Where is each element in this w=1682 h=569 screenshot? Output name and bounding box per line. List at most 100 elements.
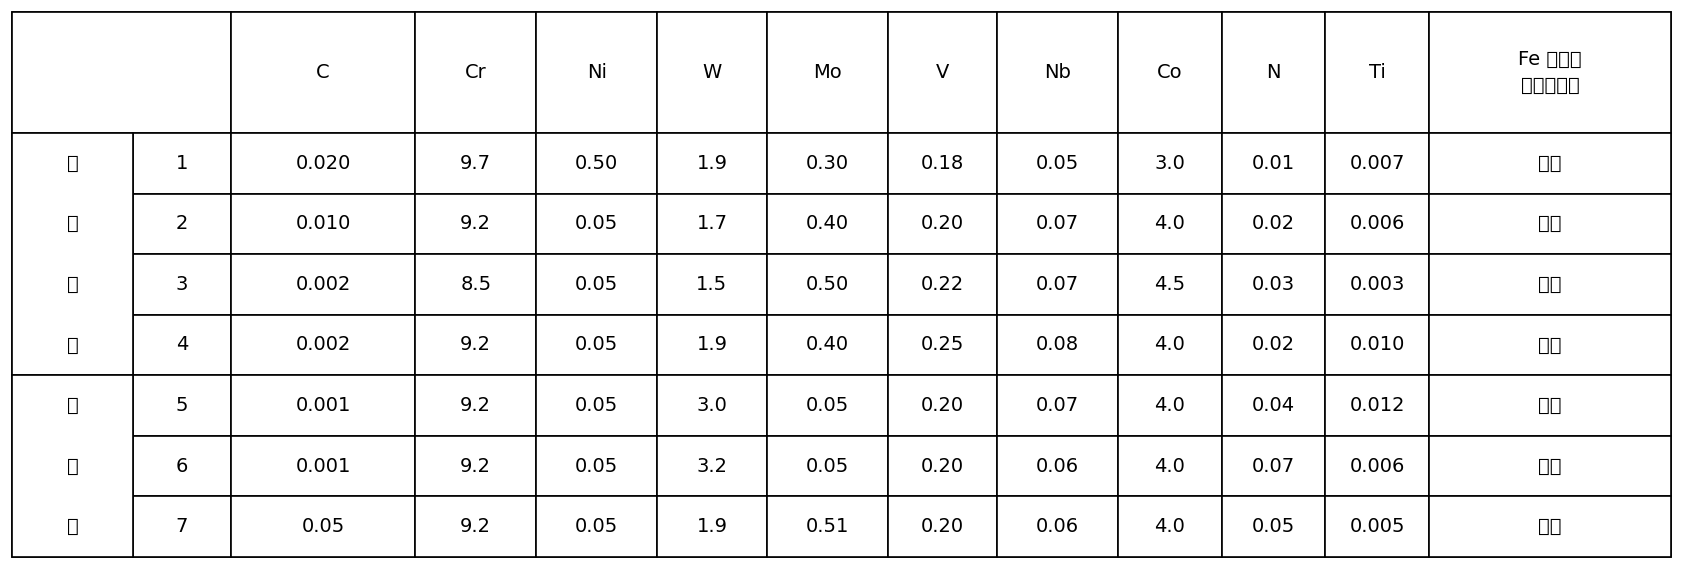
Text: 0.07: 0.07 <box>1036 275 1078 294</box>
Text: 9.2: 9.2 <box>459 517 491 536</box>
Text: 3.0: 3.0 <box>1154 154 1184 173</box>
Text: 4: 4 <box>175 336 188 354</box>
Text: 0.20: 0.20 <box>920 396 964 415</box>
Text: 0.001: 0.001 <box>296 457 350 476</box>
Bar <box>230 254 415 315</box>
Bar <box>1428 436 1670 496</box>
Bar <box>415 254 537 315</box>
Text: 0.02: 0.02 <box>1251 215 1295 233</box>
Text: 0.07: 0.07 <box>1251 457 1295 476</box>
Bar <box>415 133 537 193</box>
Text: 0.05: 0.05 <box>806 457 848 476</box>
Bar <box>656 376 767 436</box>
Bar <box>656 193 767 254</box>
Bar <box>415 12 537 133</box>
Text: 0.08: 0.08 <box>1036 336 1078 354</box>
Bar <box>415 376 537 436</box>
Text: 8.5: 8.5 <box>459 275 491 294</box>
Bar <box>1221 254 1325 315</box>
Bar <box>996 376 1117 436</box>
Bar <box>1325 315 1428 376</box>
Bar <box>1325 133 1428 193</box>
Bar <box>886 496 996 557</box>
Bar <box>656 12 767 133</box>
Bar <box>230 436 415 496</box>
Bar <box>1221 436 1325 496</box>
Text: 0.06: 0.06 <box>1036 517 1078 536</box>
Text: 2: 2 <box>175 215 188 233</box>
Bar <box>996 315 1117 376</box>
Text: Nb: Nb <box>1043 63 1070 82</box>
Bar <box>656 315 767 376</box>
Text: 0.006: 0.006 <box>1349 215 1404 233</box>
Bar <box>133 376 230 436</box>
Text: 0.002: 0.002 <box>296 336 350 354</box>
Text: 5: 5 <box>175 396 188 415</box>
Text: 余量: 余量 <box>1537 517 1561 536</box>
Bar <box>537 133 656 193</box>
Text: 0.50: 0.50 <box>575 154 617 173</box>
Bar <box>656 254 767 315</box>
Text: 余量: 余量 <box>1537 336 1561 354</box>
Text: 0.07: 0.07 <box>1036 396 1078 415</box>
Bar <box>1428 376 1670 436</box>
Bar <box>886 12 996 133</box>
Text: 0.05: 0.05 <box>575 336 617 354</box>
Text: 1.9: 1.9 <box>696 154 727 173</box>
Bar <box>1117 193 1221 254</box>
Bar <box>767 133 886 193</box>
Bar <box>1221 315 1325 376</box>
Bar <box>886 436 996 496</box>
Text: 发: 发 <box>67 215 79 233</box>
Bar <box>1117 436 1221 496</box>
Text: 0.05: 0.05 <box>806 396 848 415</box>
Bar <box>230 133 415 193</box>
Bar <box>886 133 996 193</box>
Bar <box>1325 254 1428 315</box>
Text: 3: 3 <box>175 275 188 294</box>
Text: 0.25: 0.25 <box>920 336 964 354</box>
Text: 0.05: 0.05 <box>575 215 617 233</box>
Text: 0.02: 0.02 <box>1251 336 1295 354</box>
Bar <box>1325 193 1428 254</box>
Text: 9.2: 9.2 <box>459 215 491 233</box>
Bar <box>12 12 230 133</box>
Text: 本: 本 <box>67 154 79 173</box>
Text: 6: 6 <box>175 457 188 476</box>
Bar <box>415 436 537 496</box>
Text: 0.05: 0.05 <box>1036 154 1078 173</box>
Text: N: N <box>1265 63 1280 82</box>
Text: 比: 比 <box>67 396 79 415</box>
Text: Cr: Cr <box>464 63 486 82</box>
Bar <box>230 496 415 557</box>
Bar <box>537 436 656 496</box>
Bar <box>230 315 415 376</box>
Text: 9.2: 9.2 <box>459 336 491 354</box>
Bar <box>133 254 230 315</box>
Text: 0.07: 0.07 <box>1036 215 1078 233</box>
Text: 9.7: 9.7 <box>459 154 491 173</box>
Bar <box>415 193 537 254</box>
Bar <box>537 496 656 557</box>
Text: 0.005: 0.005 <box>1349 517 1404 536</box>
Text: 0.22: 0.22 <box>920 275 964 294</box>
Text: 4.0: 4.0 <box>1154 457 1184 476</box>
Bar <box>1428 193 1670 254</box>
Text: 0.04: 0.04 <box>1251 396 1295 415</box>
Bar <box>133 436 230 496</box>
Bar <box>767 376 886 436</box>
Bar <box>1221 12 1325 133</box>
Text: 0.40: 0.40 <box>806 215 848 233</box>
Bar <box>133 315 230 376</box>
Text: 0.51: 0.51 <box>806 517 848 536</box>
Bar <box>537 254 656 315</box>
Bar <box>886 376 996 436</box>
Bar <box>1325 436 1428 496</box>
Bar <box>1117 12 1221 133</box>
Bar <box>886 193 996 254</box>
Text: Co: Co <box>1156 63 1182 82</box>
Text: 7: 7 <box>175 517 188 536</box>
Bar <box>1325 12 1428 133</box>
Text: 4.0: 4.0 <box>1154 336 1184 354</box>
Text: 0.40: 0.40 <box>806 336 848 354</box>
